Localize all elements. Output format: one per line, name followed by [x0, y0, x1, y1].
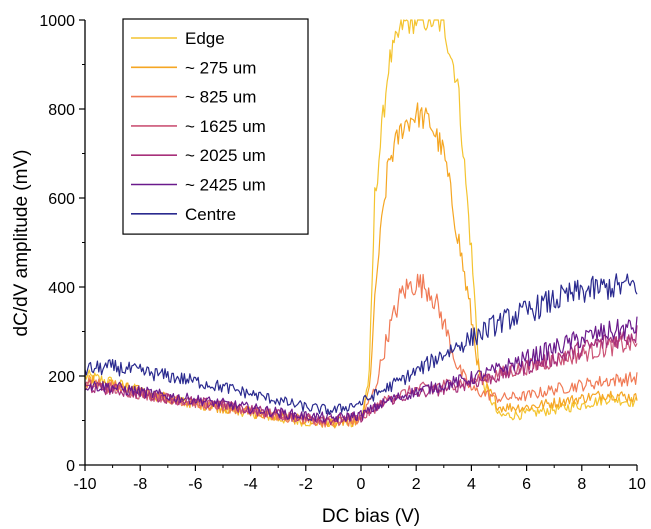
legend-label: ~ 1625 um [185, 117, 266, 136]
x-tick-label: 4 [467, 476, 476, 493]
legend-label: ~ 275 um [185, 58, 256, 77]
y-tick-label: 600 [48, 191, 75, 208]
y-tick-label: 0 [66, 458, 75, 475]
legend-label: ~ 825 um [185, 88, 256, 107]
x-tick-label: -2 [299, 476, 313, 493]
x-tick-label: -6 [188, 476, 202, 493]
legend-label: Edge [185, 29, 225, 48]
legend-label: ~ 2025 um [185, 146, 266, 165]
series-line-5 [84, 316, 638, 423]
x-tick-label: 6 [522, 476, 531, 493]
legend-label: ~ 2425 um [185, 176, 266, 195]
series-line-6 [84, 273, 638, 416]
series-line-3 [84, 333, 638, 426]
series-layer [84, 19, 638, 429]
ticks: -10 -8 -6 -4 -2 0 2 4 6 8 10 0 200 400 600 800 1000 [39, 13, 646, 493]
x-tick-label: -8 [133, 476, 147, 493]
y-tick-label: 200 [48, 369, 75, 386]
y-axis-title: dC/dV amplitude (mV) [11, 150, 32, 337]
x-tick-label: 0 [357, 476, 366, 493]
legend: Edge ~ 275 um ~ 825 um ~ 1625 um ~ 2025 um ~ … [122, 18, 309, 235]
y-tick-label: 800 [48, 102, 75, 119]
y-tick-label: 1000 [39, 13, 75, 30]
legend-label: Centre [185, 205, 236, 224]
x-tick-label: 8 [577, 476, 586, 493]
x-axis-title: DC bias (V) [322, 506, 420, 527]
y-tick-label: 400 [48, 280, 75, 297]
x-tick-label: 2 [412, 476, 421, 493]
x-tick-label: 10 [628, 476, 646, 493]
x-tick-label: -10 [73, 476, 96, 493]
x-tick-label: -4 [243, 476, 257, 493]
